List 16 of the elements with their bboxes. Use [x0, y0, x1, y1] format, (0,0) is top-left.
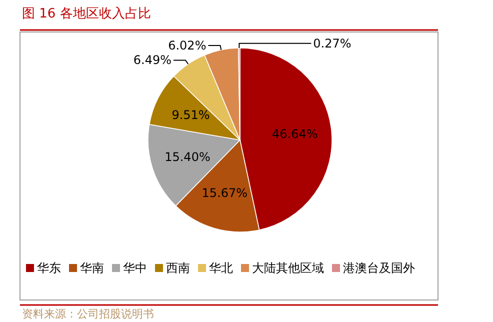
legend-label: 港澳台及国外: [343, 261, 415, 275]
chart-title: 图 16 各地区收入占比: [22, 6, 151, 22]
legend-label: 西南: [166, 261, 190, 275]
legend-label: 华南: [80, 261, 104, 275]
legend-label: 大陆其他区域: [252, 261, 324, 275]
data-label: 15.67%: [202, 186, 248, 200]
data-label: 9.51%: [172, 108, 210, 122]
data-label: 6.02%: [168, 38, 206, 52]
text: 资料来源：公司招股说明书: [22, 308, 154, 320]
data-label: 46.64%: [272, 127, 318, 142]
legend-label: 华东: [37, 261, 61, 275]
legend-label: 华中: [123, 261, 147, 275]
legend-label: 华北: [209, 261, 233, 275]
data-label: 0.27%: [313, 36, 352, 50]
data-label: 15.40%: [164, 150, 210, 164]
data-label: 6.49%: [133, 53, 172, 68]
